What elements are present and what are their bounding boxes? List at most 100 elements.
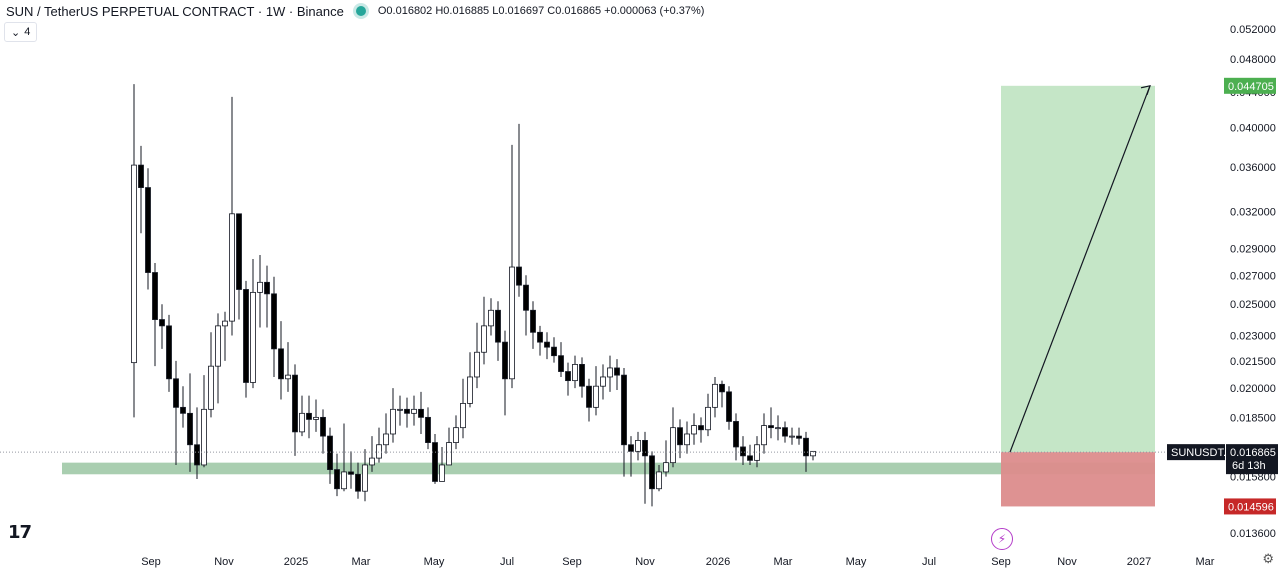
candle-body (446, 442, 452, 466)
candle-body (775, 427, 781, 430)
candle-body (460, 403, 466, 429)
y-tick-label: 0.025000 (1230, 299, 1276, 311)
candle-body (229, 213, 235, 322)
y-tick-label: 0.027000 (1230, 270, 1276, 282)
x-tick-label: Mar (1196, 556, 1215, 568)
candle-body (607, 367, 613, 378)
candle-body (439, 464, 445, 482)
candle-body (495, 309, 501, 343)
candle-body (194, 444, 200, 466)
last-price-value: 0.016865 (1230, 447, 1276, 459)
candle-body (390, 408, 396, 435)
candle-body (726, 391, 732, 422)
y-tick-label: 0.032000 (1230, 206, 1276, 218)
y-tick-label: 0.052000 (1230, 24, 1276, 36)
flash-icon[interactable]: ⚡ (991, 528, 1013, 550)
candle-body (537, 331, 543, 343)
x-tick-label: May (424, 556, 445, 568)
indicators-collapse-button[interactable]: ⌄ 4 (4, 22, 38, 42)
stop-price-value: 0.014596 (1228, 501, 1274, 513)
candle-body (761, 425, 767, 446)
candle-body (803, 437, 809, 457)
symbol-title[interactable]: SUN / TetherUS PERPETUAL CONTRACT · 1W ·… (6, 3, 344, 19)
gear-icon[interactable]: ⚙ (1262, 551, 1274, 566)
candle-body (159, 319, 165, 327)
candle-body (705, 406, 711, 431)
candle-body (383, 433, 389, 446)
candle-body (376, 444, 382, 459)
candle-body (236, 213, 242, 290)
x-tick-label: Mar (352, 556, 371, 568)
candle-body (187, 412, 193, 446)
candle-body (600, 376, 606, 387)
y-tick-label: 0.029000 (1230, 243, 1276, 255)
support-zone (62, 462, 1155, 475)
candle-body (684, 433, 690, 446)
x-tick-label: Nov (635, 556, 655, 568)
candle-body (768, 425, 774, 429)
candle-body (670, 427, 676, 464)
candle-body (138, 164, 144, 188)
candle-body (747, 455, 753, 461)
candle-body (313, 416, 319, 420)
candle-body (628, 444, 634, 452)
arrow-head (1140, 84, 1151, 95)
candle-body (355, 473, 361, 492)
indicator-count: 4 (24, 26, 31, 38)
candle-body (243, 289, 249, 383)
chevron-down-icon: ⌄ (11, 26, 21, 39)
x-tick-label: May (846, 556, 867, 568)
profit-zone (1001, 85, 1155, 453)
candle-body (397, 408, 403, 411)
candle-body (782, 427, 788, 437)
candle-body (579, 364, 585, 387)
x-tick-label: 2027 (1127, 556, 1151, 568)
x-tick-label: Sep (991, 556, 1011, 568)
y-tick-label: 0.021500 (1230, 356, 1276, 368)
candle-body (502, 341, 508, 380)
candle-body (334, 469, 340, 490)
candle-body (474, 351, 480, 378)
x-tick-label: Nov (214, 556, 234, 568)
candle-body (621, 374, 627, 446)
candle-body (516, 266, 522, 286)
candle-body (614, 367, 620, 376)
candle-body (341, 471, 347, 490)
candle-body (180, 406, 186, 414)
symbol-tag-bg (1167, 444, 1225, 461)
candle-body (488, 309, 494, 327)
candle-body (733, 421, 739, 448)
candle-body (635, 440, 641, 452)
x-tick-label: Sep (141, 556, 161, 568)
candle-body (509, 266, 515, 380)
candle-body (166, 325, 172, 380)
candle-body (789, 435, 795, 438)
candle-body (656, 471, 662, 490)
candle-body (173, 378, 179, 408)
y-tick-label: 0.020000 (1230, 383, 1276, 395)
candle-body (131, 164, 137, 364)
y-tick-label: 0.018500 (1230, 412, 1276, 424)
symbol-tag-label: SUNUSDT.P (1171, 447, 1233, 459)
projection-line (1009, 85, 1151, 453)
x-tick-label: 2026 (706, 556, 730, 568)
candle-body (593, 385, 599, 408)
x-tick-label: Sep (562, 556, 582, 568)
x-tick-label: Jul (500, 556, 514, 568)
y-tick-label: 0.036000 (1230, 162, 1276, 174)
x-tick-label: Nov (1057, 556, 1077, 568)
last-price-tag-bg (1226, 444, 1278, 475)
x-tick-label: 2025 (284, 556, 308, 568)
candle-body (796, 435, 802, 439)
candle-body (292, 374, 298, 433)
candle-body (278, 348, 284, 380)
candle-body (264, 281, 270, 295)
candle-body (250, 291, 256, 383)
candle-body (712, 383, 718, 408)
x-tick-label: Mar (774, 556, 793, 568)
candle-body (404, 408, 410, 414)
y-tick-label: 0.048000 (1230, 54, 1276, 66)
candle-body (369, 457, 375, 466)
candle-body (201, 408, 207, 466)
